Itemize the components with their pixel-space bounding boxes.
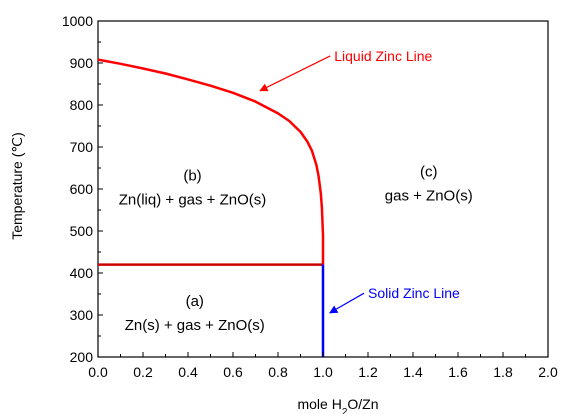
x-tick-label: 0.0	[88, 364, 108, 380]
region-label: (b) Zn(liq) + gas + ZnO(s)	[119, 168, 267, 209]
region-label: (a) Zn(s) + gas + ZnO(s)	[125, 293, 265, 334]
region-label-line: (c)	[420, 163, 438, 180]
x-axis-ticks: 0.0 0.2 0.4 0.6 0.8 1.0 1.2 1.4 1.6 1.8 2.0	[88, 352, 558, 380]
series-layer	[97, 58, 325, 357]
x-tick-label: 0.6	[223, 364, 243, 380]
region-label-line: (a)	[186, 293, 204, 310]
x-tick-label: 0.2	[133, 364, 153, 380]
annotation-label: Solid Zinc Line	[368, 285, 460, 301]
region-label-line: Zn(s) + gas + ZnO(s)	[125, 317, 265, 334]
x-tick-label: 1.2	[358, 364, 378, 380]
y-tick-label: 400	[70, 265, 94, 281]
annotation-arrow	[329, 292, 365, 314]
x-tick-label: 2.0	[538, 364, 558, 380]
region-label: (c) gas + ZnO(s)	[385, 163, 473, 204]
x-tick-label: 0.8	[268, 364, 288, 380]
y-axis-ticks: 200 300 400 500 600 700 800 900 1000	[62, 13, 103, 365]
y-tick-label: 600	[70, 181, 94, 197]
annotations: Liquid Zinc Line Solid Zinc Line	[259, 48, 460, 314]
x-tick-label: 1.0	[313, 364, 333, 380]
annotation-label: Liquid Zinc Line	[334, 48, 432, 64]
y-tick-label: 300	[70, 307, 94, 323]
x-axis-label: mole H2O/Zn	[297, 396, 378, 414]
y-axis-label: Temperature (℃)	[9, 132, 25, 240]
series-line-0	[97, 58, 325, 265]
x-tick-label: 1.4	[403, 364, 423, 380]
y-tick-label: 500	[70, 223, 94, 239]
y-tick-label: 900	[70, 55, 94, 71]
y-tick-label: 800	[70, 97, 94, 113]
x-tick-label: 1.6	[448, 364, 468, 380]
y-tick-label: 1000	[62, 13, 93, 29]
annotation-arrow	[259, 55, 331, 92]
region-labels: (b) Zn(liq) + gas + ZnO(s) (c) gas + ZnO(s)…	[119, 163, 473, 333]
y-tick-label: 700	[70, 139, 94, 155]
region-label-line: gas + ZnO(s)	[385, 187, 473, 204]
x-tick-label: 0.4	[178, 364, 198, 380]
region-label-line: Zn(liq) + gas + ZnO(s)	[119, 192, 267, 209]
region-label-line: (b)	[183, 168, 201, 185]
x-tick-label: 1.8	[493, 364, 513, 380]
y-tick-label: 200	[70, 349, 94, 365]
